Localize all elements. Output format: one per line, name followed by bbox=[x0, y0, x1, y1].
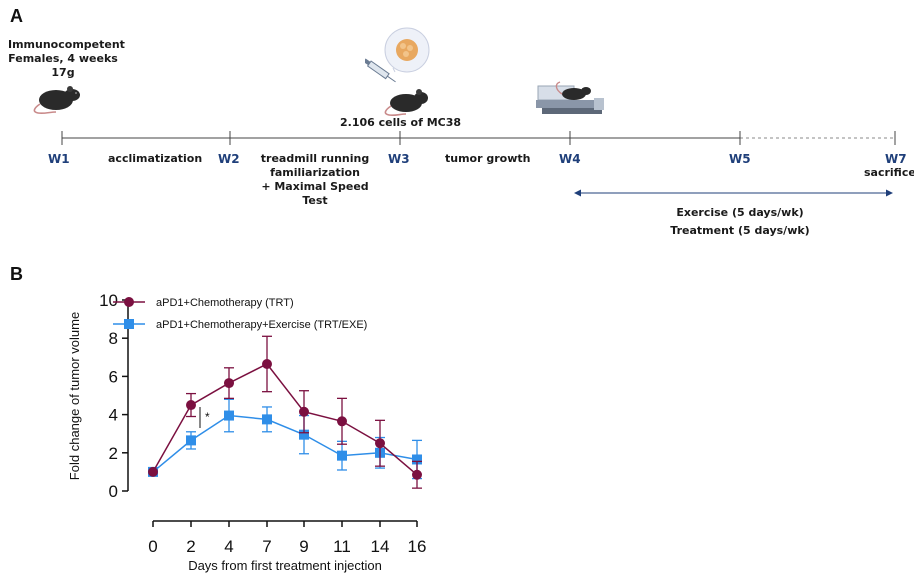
series-trt bbox=[148, 335, 422, 489]
series-line bbox=[152, 363, 418, 476]
data-point bbox=[299, 429, 309, 440]
mouse-group-label: Immunocompetent Females, 4 weeks 17g bbox=[8, 38, 125, 79]
x-tick-label: 7 bbox=[262, 537, 271, 556]
x-tick-label: 14 bbox=[371, 537, 390, 556]
legend-marker bbox=[124, 319, 134, 329]
treatment-label: Treatment (5 days/wk) bbox=[670, 224, 810, 237]
x-tick-label: 2 bbox=[186, 537, 195, 556]
injection-icon bbox=[365, 27, 430, 83]
y-tick-label: 0 bbox=[109, 482, 118, 501]
phase-acclimatization: acclimatization bbox=[108, 152, 203, 165]
data-point bbox=[148, 466, 158, 477]
data-point bbox=[412, 469, 422, 480]
data-point bbox=[337, 450, 347, 461]
significance-marker: * bbox=[205, 410, 210, 424]
data-point bbox=[186, 435, 196, 446]
phase-tumor-growth: tumor growth bbox=[445, 152, 531, 165]
x-tick-label: 11 bbox=[333, 537, 351, 556]
x-tick-label: 0 bbox=[148, 537, 157, 556]
phase-sacrifice: sacrifice bbox=[864, 166, 914, 179]
data-point bbox=[224, 410, 234, 421]
data-point bbox=[412, 454, 422, 465]
panel-b-letter: B bbox=[10, 264, 23, 284]
y-tick-label: 6 bbox=[109, 367, 118, 386]
y-tick-label: 8 bbox=[109, 329, 118, 348]
week-label: W2 bbox=[218, 152, 240, 166]
mouse-icon bbox=[384, 89, 428, 117]
treadmill-icon bbox=[536, 81, 604, 114]
x-tick-label: 9 bbox=[299, 537, 308, 556]
data-point bbox=[337, 416, 347, 427]
panel-a-letter: A bbox=[10, 6, 23, 26]
series-line bbox=[152, 414, 418, 473]
week-label: W3 bbox=[388, 152, 410, 166]
data-point bbox=[262, 414, 272, 425]
y-axis-label: Fold change of tumor volume bbox=[67, 312, 82, 480]
exercise-label: Exercise (5 days/wk) bbox=[676, 206, 804, 219]
y-tick-label: 2 bbox=[109, 444, 118, 463]
exercise-period-arrow bbox=[574, 189, 893, 197]
legend-label: aPD1+Chemotherapy+Exercise (TRT/EXE) bbox=[156, 319, 367, 331]
timeline bbox=[61, 131, 896, 145]
data-point bbox=[375, 438, 385, 449]
data-point bbox=[224, 378, 234, 389]
data-point bbox=[186, 400, 196, 411]
data-point bbox=[299, 406, 309, 417]
week-label: W7 bbox=[885, 152, 907, 166]
x-axis-label: Days from first treatment injection bbox=[188, 558, 382, 573]
x-tick-label: 4 bbox=[224, 537, 233, 556]
week-label: W4 bbox=[559, 152, 581, 166]
week-label: W1 bbox=[48, 152, 70, 166]
mouse-icon bbox=[33, 86, 80, 115]
y-tick-label: 10 bbox=[99, 291, 118, 310]
data-point bbox=[262, 358, 272, 369]
week-label: W5 bbox=[729, 152, 751, 166]
y-tick-label: 4 bbox=[109, 406, 118, 425]
legend-marker bbox=[124, 297, 134, 307]
injection-label: 2.106 cells of MC38 bbox=[340, 116, 462, 129]
legend-label: aPD1+Chemotherapy (TRT) bbox=[156, 297, 294, 309]
phase-treadmill: treadmill running familiarization + Maxi… bbox=[260, 152, 370, 207]
x-tick-label: 16 bbox=[408, 537, 427, 556]
